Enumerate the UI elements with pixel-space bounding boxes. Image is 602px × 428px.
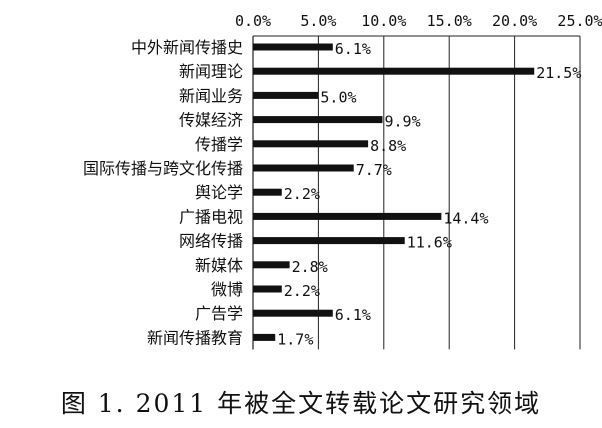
bar — [253, 285, 282, 293]
data-label: 1.7% — [277, 330, 313, 348]
gridlines — [252, 35, 581, 350]
category-label: 国际传播与跨文化传播 — [83, 159, 243, 178]
category-label: 中外新闻传播史 — [131, 38, 243, 57]
bar — [253, 212, 442, 220]
data-label: 2.2% — [284, 282, 320, 300]
data-label: 11.6% — [407, 234, 452, 252]
x-tick-label: 0.0% — [235, 12, 271, 30]
bar — [253, 333, 276, 341]
category-label: 广播电视 — [179, 207, 243, 226]
data-label: 21.5% — [536, 64, 581, 82]
x-axis-ticks: 0.0% 5.0% 10.0% 15.0% 20.0% 25.0% — [235, 12, 602, 30]
data-label: 2.2% — [284, 185, 320, 203]
data-label: 9.9% — [384, 113, 420, 131]
category-label: 新闻理论 — [179, 62, 243, 81]
bar — [253, 188, 282, 196]
x-tick-label: 15.0% — [427, 12, 472, 30]
x-tick-label: 5.0% — [300, 12, 336, 30]
category-label: 传播学 — [195, 135, 243, 154]
data-label: 7.7% — [356, 161, 392, 179]
x-tick-label: 20.0% — [492, 12, 537, 30]
data-label: 5.0% — [320, 88, 356, 106]
bar — [253, 164, 354, 172]
category-label: 微博 — [211, 280, 243, 299]
bar — [253, 67, 535, 75]
category-labels: 中外新闻传播史新闻理论新闻业务传媒经济传播学国际传播与跨文化传播舆论学广播电视网… — [83, 38, 243, 347]
category-label: 网络传播 — [179, 232, 243, 251]
bar — [253, 309, 333, 317]
figure-caption: 图 1. 2011 年被全文转载论文研究领域 — [60, 389, 542, 418]
category-label: 新闻业务 — [179, 86, 243, 105]
bar — [253, 140, 369, 148]
bar — [253, 91, 319, 99]
data-label: 6.1% — [335, 306, 371, 324]
bar — [253, 116, 383, 124]
x-tick-label: 10.0% — [361, 12, 406, 30]
bars — [253, 43, 535, 341]
category-label: 传媒经济 — [179, 111, 243, 130]
category-label: 广告学 — [195, 304, 243, 323]
bar — [253, 237, 405, 245]
data-label: 6.1% — [335, 40, 371, 58]
category-label: 舆论学 — [195, 183, 243, 202]
bar — [253, 261, 290, 269]
category-label: 新闻传播教育 — [147, 328, 243, 347]
x-tick-label: 25.0% — [557, 12, 602, 30]
bar — [253, 43, 333, 51]
data-label: 8.8% — [370, 137, 406, 155]
data-labels: 6.1% 21.5% 5.0% 9.9% 8.8% 7.7% 2.2% 14.4% 11.6% 2… — [277, 40, 581, 348]
category-label: 新媒体 — [195, 256, 243, 275]
data-label: 14.4% — [443, 209, 488, 227]
data-label: 2.8% — [292, 258, 328, 276]
